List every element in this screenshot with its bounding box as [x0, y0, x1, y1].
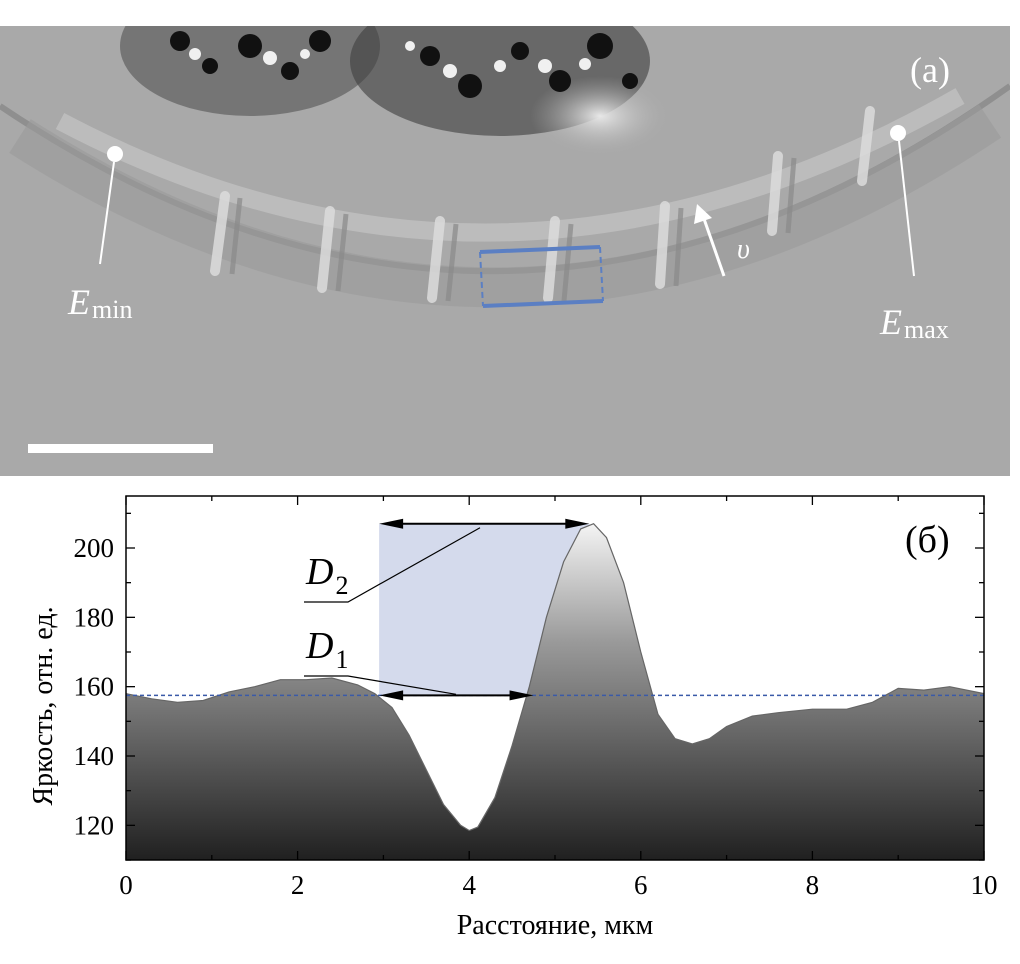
x-tick-label: 4 — [462, 870, 476, 900]
y-tick-label: 120 — [74, 810, 115, 840]
d2-arrow-head-left — [379, 518, 404, 529]
band-stripes — [210, 106, 875, 303]
d1-arrow-head-left — [379, 690, 404, 701]
e-min-leader — [99, 161, 115, 265]
x-tick-label: 10 — [971, 870, 998, 900]
d1-label-sub: 1 — [335, 645, 348, 674]
profile-line — [125, 522, 985, 832]
d2-arrow-head-right — [565, 518, 590, 529]
e-min-label: Emin — [67, 282, 132, 324]
e-max-label: Emax — [879, 302, 949, 344]
band-stripe-shadows — [229, 157, 797, 302]
e-max-marker — [890, 125, 906, 141]
roi-box — [479, 245, 604, 308]
velocity-arrow — [694, 204, 726, 277]
x-tick-label: 2 — [291, 870, 305, 900]
d1-arrow — [379, 690, 534, 701]
e-min-marker — [107, 146, 123, 162]
cell-bodies — [120, 26, 670, 156]
profile-area — [126, 523, 984, 860]
panel-b-label: (б) — [905, 519, 950, 561]
microscope-image-panel: υ Emin Emax (a) — [0, 26, 1010, 476]
axes: 0 2 4 6 8 10 120 140 160 180 200 — [74, 495, 998, 900]
d2-label-symbol: D — [305, 551, 333, 593]
d1-label-symbol: D — [305, 625, 333, 667]
d2-label-leader — [304, 527, 481, 603]
scale-bar — [28, 444, 213, 453]
x-tick-label: 6 — [634, 870, 648, 900]
d2-arrow — [379, 518, 590, 529]
d1-arrow-head-right — [509, 690, 534, 701]
e-max-leader — [898, 140, 915, 277]
cell-band-inner — [55, 88, 965, 242]
x-tick-label: 0 — [119, 870, 133, 900]
y-tick-label: 140 — [74, 741, 115, 771]
cell-band-shadow — [9, 104, 1002, 308]
velocity-label: υ — [737, 234, 750, 265]
y-tick-label: 200 — [74, 533, 115, 563]
d1-label: D1 — [305, 625, 348, 674]
d2-label-sub: 2 — [335, 571, 348, 600]
x-tick-label: 8 — [806, 870, 820, 900]
y-tick-label: 180 — [74, 602, 115, 632]
y-axis-title: Яркость, отн. ед. — [28, 606, 59, 805]
y-tick-label: 160 — [74, 672, 115, 702]
panel-a-label: (a) — [910, 50, 950, 90]
d2-label: D2 — [305, 551, 348, 600]
d1-label-leader — [304, 675, 457, 695]
x-axis-title: Расстояние, мкм — [457, 910, 654, 941]
